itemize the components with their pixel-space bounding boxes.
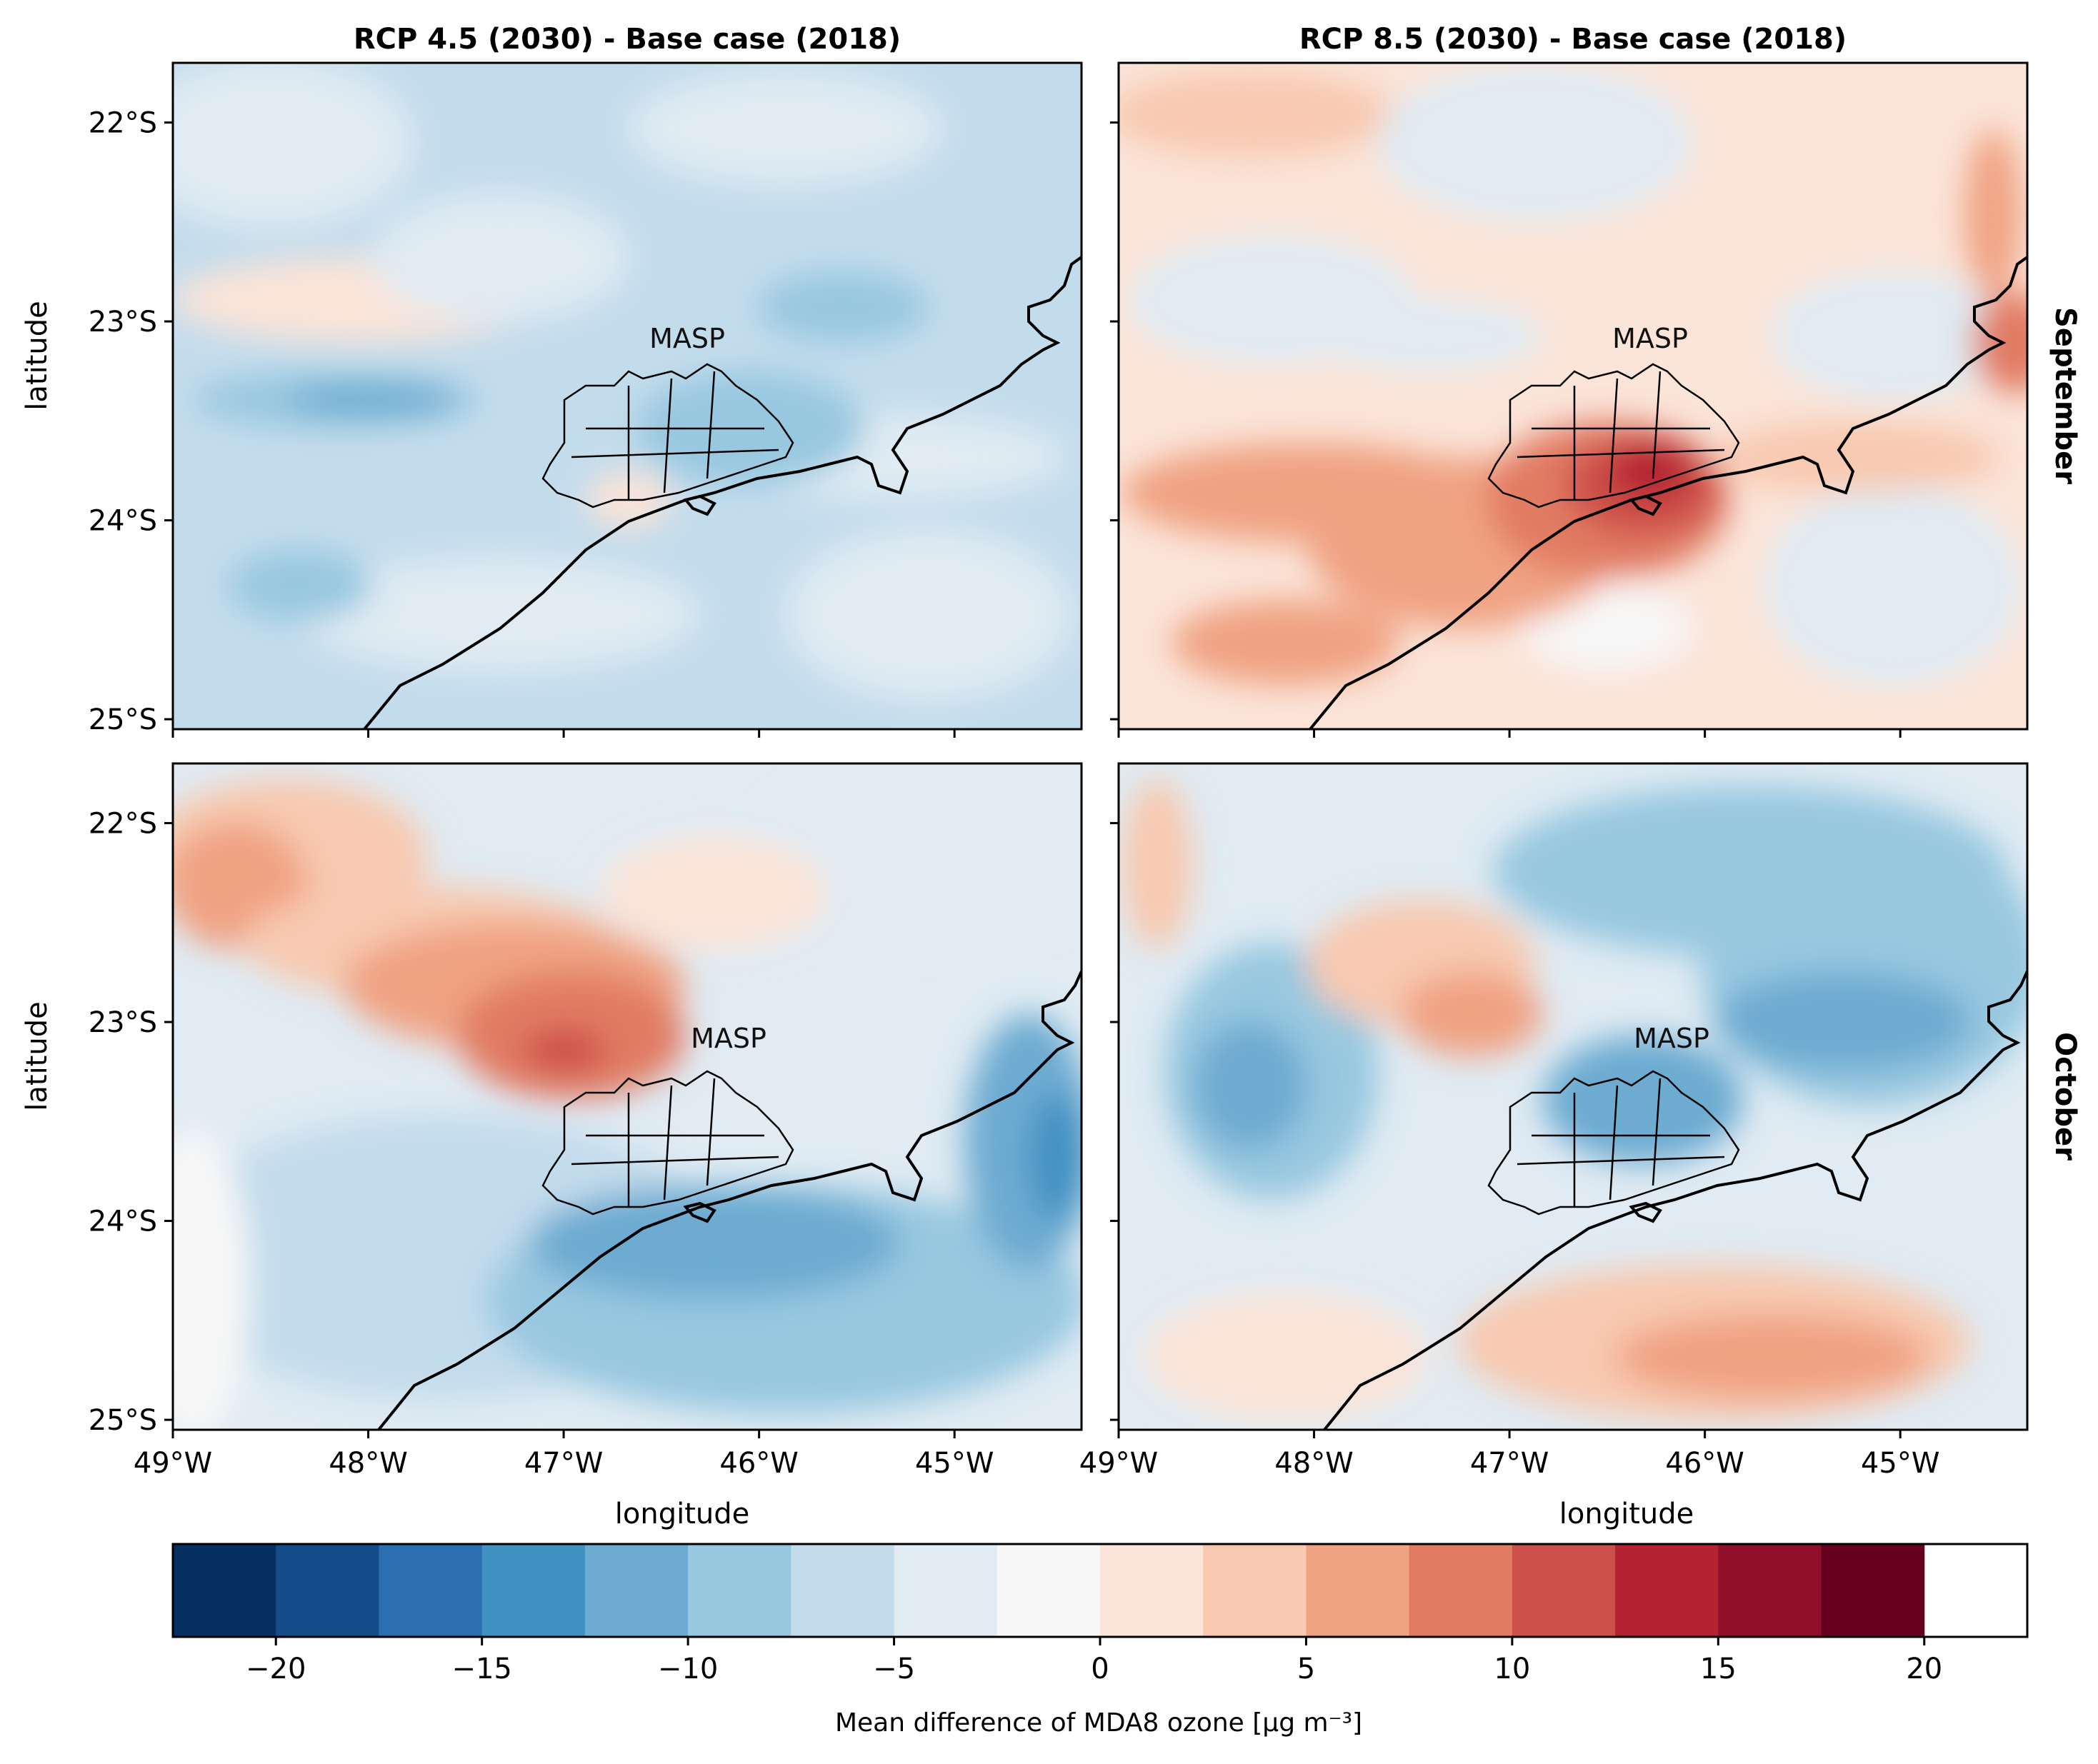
- colorbar-tick-label: 15: [1700, 1653, 1737, 1685]
- colorbar-segment: [584, 1544, 689, 1637]
- colorbar-segment: [481, 1544, 586, 1637]
- xtick-label: 45°W: [1861, 1447, 1939, 1480]
- colorbar-segment: [688, 1544, 791, 1637]
- colorbar-tick-label: −10: [658, 1653, 718, 1685]
- frame-tr: [1117, 61, 2029, 731]
- colorbar-segment: [1615, 1544, 1719, 1637]
- ytick-label: 25°S: [89, 1404, 157, 1437]
- colorbar-tick-label: 0: [1091, 1653, 1109, 1685]
- colorbar: −20 −15 −10 −5 0 5 10 15 20: [171, 1543, 2029, 1685]
- xtick-label: 47°W: [524, 1447, 603, 1480]
- colorbar-segment: [1718, 1544, 1822, 1637]
- xtick-label: 46°W: [1665, 1447, 1744, 1480]
- frame-tl: [171, 61, 1083, 731]
- colorbar-segment: [894, 1544, 998, 1637]
- xtick-label: 48°W: [329, 1447, 407, 1480]
- colorbar-tick-label: 10: [1494, 1653, 1530, 1685]
- colorbar-label: Mean difference of MDA8 ozone [μg m⁻³]: [835, 1708, 1362, 1738]
- xtick-label: 46°W: [719, 1447, 798, 1480]
- colorbar-tick-label: 20: [1906, 1653, 1942, 1685]
- column-title-rcp45: RCP 4.5 (2030) - Base case (2018): [354, 23, 901, 56]
- axes-layer: 22°S 23°S 24°S 25°S 49°W 48°W 47°W 46°W 45°W 22°S…: [89, 107, 1940, 1480]
- colorbar-tick-label: −15: [451, 1653, 511, 1685]
- xtick-label: 48°W: [1274, 1447, 1353, 1480]
- xlabel-right: longitude: [1559, 1498, 1694, 1530]
- ytick-label: 22°S: [89, 808, 157, 841]
- panel-rcp85-september: [1119, 63, 2027, 729]
- colorbar-segment: [996, 1544, 1101, 1637]
- ytick-label: 24°S: [89, 505, 157, 538]
- colorbar-tick-label: −5: [873, 1653, 915, 1685]
- colorbar-segment: [1306, 1544, 1410, 1637]
- ylabel-top: latitude: [21, 301, 54, 410]
- masp-outline-tl: [541, 363, 794, 508]
- coastline-br: [1323, 971, 2027, 1430]
- colorbar-segment: [1512, 1544, 1616, 1637]
- ytick-label: 23°S: [89, 306, 157, 339]
- xtick-label: 49°W: [134, 1447, 212, 1480]
- colorbar-segment: [379, 1544, 483, 1637]
- ytick-label: 23°S: [89, 1006, 157, 1039]
- ylabel-bottom: latitude: [21, 1001, 54, 1111]
- panel-rcp45-september: [173, 63, 1082, 729]
- coastline-bl: [377, 971, 1082, 1430]
- colorbar-tick-label: 5: [1297, 1653, 1315, 1685]
- coastline-tr: [1309, 256, 2027, 729]
- row-label-september: September: [2049, 307, 2082, 484]
- frame-bl: [171, 762, 1083, 1431]
- colorbar-segment: [1409, 1544, 1513, 1637]
- colorbar-tick-label: −20: [246, 1653, 306, 1685]
- column-title-rcp85: RCP 8.5 (2030) - Base case (2018): [1299, 23, 1847, 56]
- ytick-label: 22°S: [89, 107, 157, 140]
- masp-label-br: MASP: [1634, 1023, 1709, 1054]
- xlabel-left: longitude: [615, 1498, 749, 1530]
- colorbar-segment: [1100, 1544, 1204, 1637]
- xtick-label: 47°W: [1470, 1447, 1549, 1480]
- xtick-label: 49°W: [1079, 1447, 1158, 1480]
- ytick-label: 25°S: [89, 703, 157, 736]
- colorbar-segment: [791, 1544, 895, 1637]
- masp-label-bl: MASP: [691, 1023, 766, 1054]
- ytick-label: 24°S: [89, 1206, 157, 1238]
- masp-outline-bl: [541, 1070, 794, 1216]
- panel-rcp85-october: [1119, 763, 2027, 1430]
- frame-br: [1117, 762, 2029, 1431]
- masp-label-tr: MASP: [1612, 323, 1688, 354]
- colorbar-segment: [173, 1544, 276, 1637]
- masp-outline-br: [1487, 1070, 1740, 1216]
- coastline-tl: [363, 256, 1082, 729]
- xtick-label: 45°W: [915, 1447, 994, 1480]
- masp-label-tl: MASP: [649, 323, 725, 354]
- row-label-october: October: [2049, 1032, 2082, 1161]
- panel-rcp45-october: [173, 763, 1082, 1430]
- colorbar-segment: [1821, 1544, 1925, 1637]
- colorbar-segment: [1203, 1544, 1307, 1637]
- colorbar-segment: [276, 1544, 379, 1637]
- masp-outline-tr: [1487, 363, 1740, 508]
